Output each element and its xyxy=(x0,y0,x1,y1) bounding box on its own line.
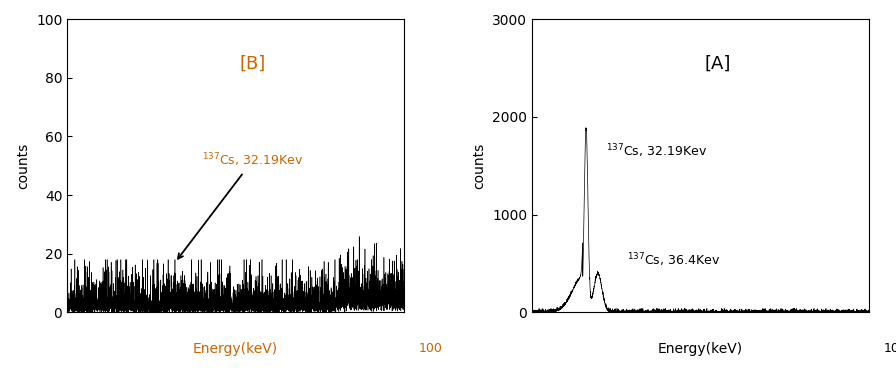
Y-axis label: counts: counts xyxy=(16,142,30,189)
Text: [B]: [B] xyxy=(239,54,265,72)
Text: 100: 100 xyxy=(419,342,443,355)
Text: $^{137}$Cs, 32.19Kev: $^{137}$Cs, 32.19Kev xyxy=(178,152,303,259)
Text: Energy(keV): Energy(keV) xyxy=(194,342,279,356)
Text: $^{137}$Cs, 36.4Kev: $^{137}$Cs, 36.4Kev xyxy=(626,251,719,269)
Text: [A]: [A] xyxy=(704,54,730,72)
Text: $^{137}$Cs, 32.19Kev: $^{137}$Cs, 32.19Kev xyxy=(607,142,707,160)
Text: Energy(keV): Energy(keV) xyxy=(658,342,743,356)
Text: 100: 100 xyxy=(884,342,896,355)
Y-axis label: counts: counts xyxy=(472,142,487,189)
